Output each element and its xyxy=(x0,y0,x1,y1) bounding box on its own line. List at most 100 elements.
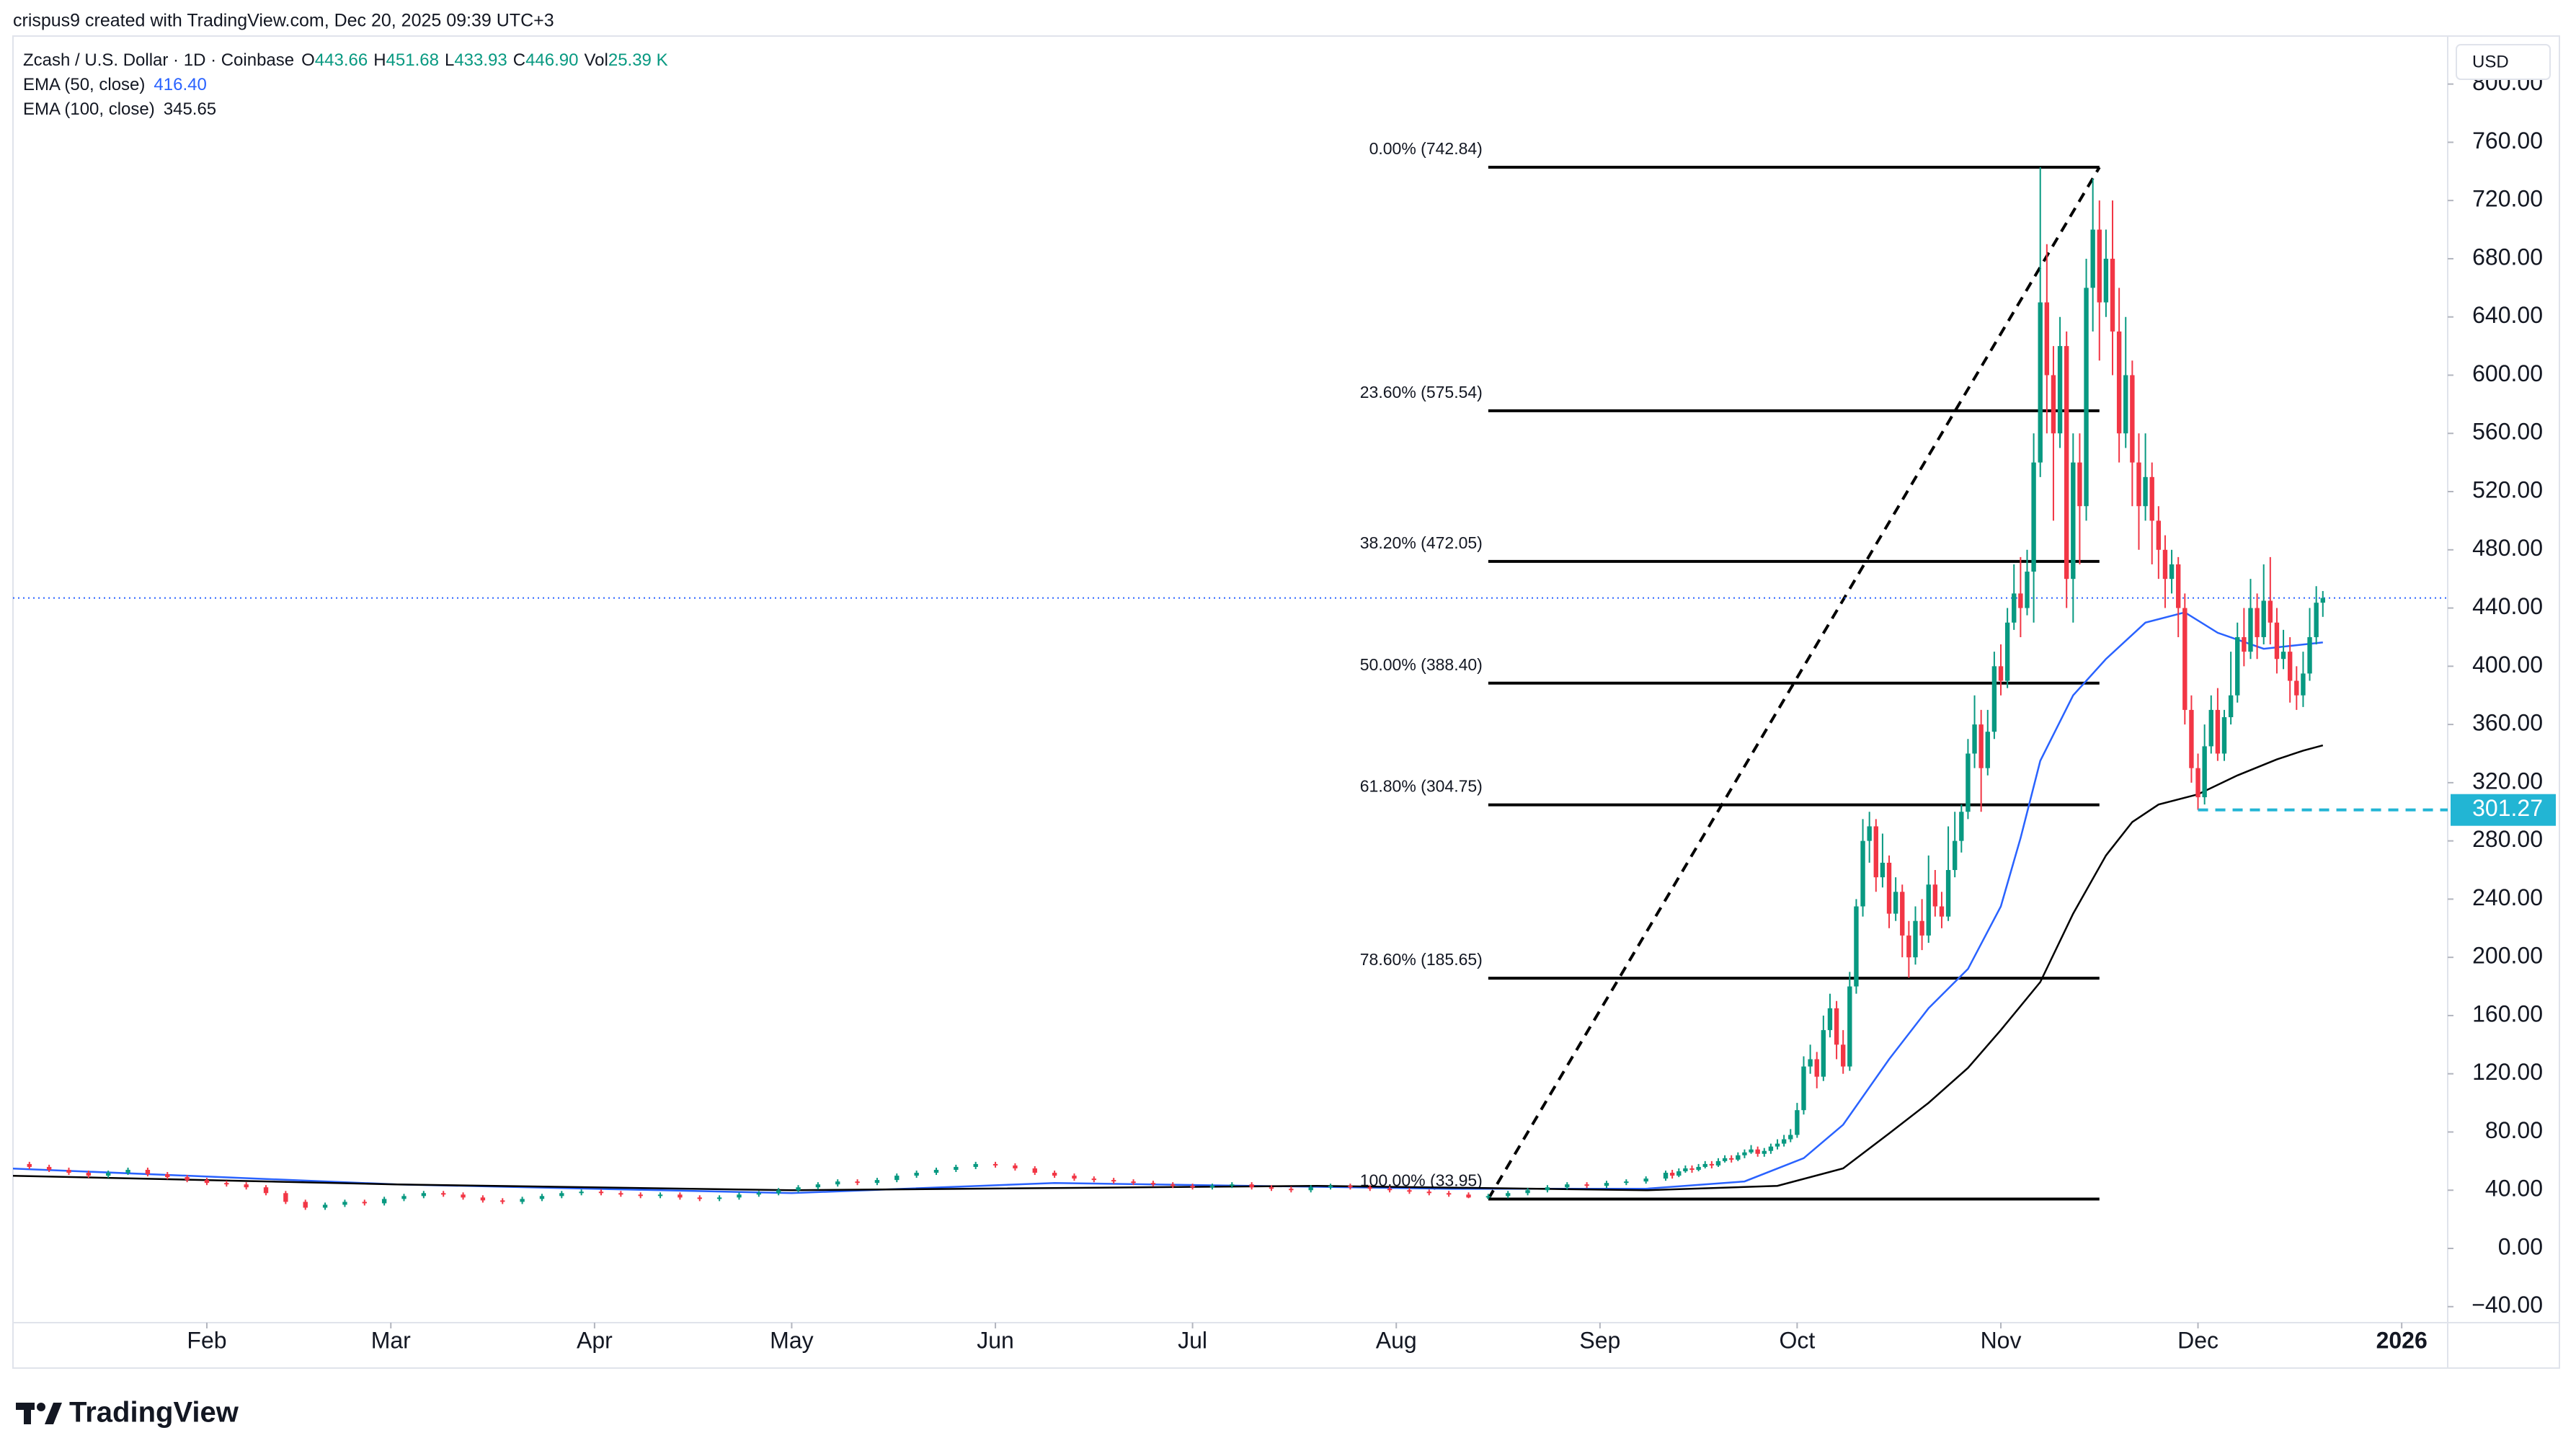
ohlc-value: 451.68 xyxy=(386,50,439,70)
candle-body xyxy=(2182,608,2188,710)
y-tick-label: 480.00 xyxy=(2472,535,2543,561)
candle-body xyxy=(2143,476,2148,507)
candle-body xyxy=(1328,1186,1333,1188)
candle-body xyxy=(579,1191,584,1194)
fib-label: 61.80% (304.75) xyxy=(1360,777,1483,796)
y-tick-label: 440.00 xyxy=(2472,593,2543,619)
candle-body xyxy=(2090,229,2095,288)
candle-body xyxy=(1841,1044,1846,1067)
candle-body xyxy=(1919,920,1924,936)
candle-body xyxy=(1171,1184,1176,1186)
candle-body xyxy=(2175,564,2181,608)
candle-body xyxy=(1749,1149,1754,1153)
candle-body xyxy=(1926,884,1931,936)
x-tick-label: Oct xyxy=(1779,1327,1815,1353)
candle-body xyxy=(756,1193,762,1195)
currency: USD xyxy=(2472,52,2509,71)
symbol: Zcash / U.S. Dollar · 1D · Coinbase xyxy=(23,50,294,70)
candle-body xyxy=(1729,1158,1734,1160)
candle-body xyxy=(954,1166,959,1170)
candle-body xyxy=(1702,1163,1707,1167)
candle-body xyxy=(381,1199,387,1204)
candle-body xyxy=(1683,1168,1688,1171)
candle-body xyxy=(106,1173,111,1176)
candle-body xyxy=(2077,462,2082,507)
candle-body xyxy=(933,1169,939,1173)
candle-body xyxy=(1249,1184,1254,1188)
candle-body xyxy=(1308,1187,1313,1191)
candle-body xyxy=(539,1196,545,1199)
candle-body xyxy=(1755,1149,1760,1154)
candle-body xyxy=(1742,1152,1747,1155)
candle-body xyxy=(2156,520,2162,550)
candle-body xyxy=(1565,1184,1570,1188)
candle-body xyxy=(1367,1187,1372,1189)
candle-body xyxy=(362,1202,367,1204)
ohlc-value: 433.93 xyxy=(454,50,507,70)
y-tick-label: 280.00 xyxy=(2472,826,2543,852)
candle-body xyxy=(2280,652,2286,660)
candle-body xyxy=(1348,1186,1353,1188)
candle-body xyxy=(1506,1193,1511,1197)
logo-slash xyxy=(45,1403,62,1424)
candle-body xyxy=(1893,892,1898,914)
candle-body xyxy=(716,1197,722,1199)
candle-body xyxy=(2208,709,2213,747)
candle-body xyxy=(2235,636,2240,696)
brand-logo xyxy=(16,1403,62,1424)
candle-body xyxy=(992,1163,998,1166)
candle-body xyxy=(1604,1183,1609,1186)
candle-body xyxy=(1998,666,2004,681)
candle-body xyxy=(1860,840,1865,907)
candle-body xyxy=(2130,375,2135,463)
candle-body xyxy=(2004,622,2010,681)
ohlc-value: 446.90 xyxy=(525,50,578,70)
candle-body xyxy=(2064,346,2069,580)
candle-body xyxy=(1696,1166,1701,1170)
candle-body xyxy=(1932,884,1938,907)
candle-body xyxy=(1131,1181,1136,1184)
x-tick-label: Apr xyxy=(577,1327,613,1353)
candle-body xyxy=(27,1163,32,1167)
candle-body xyxy=(1966,753,1971,812)
candle-body xyxy=(165,1174,170,1178)
candle-body xyxy=(1808,1059,1813,1067)
candle-body xyxy=(204,1180,210,1184)
ohlc-label: H xyxy=(373,50,386,70)
candle-body xyxy=(1906,935,1911,958)
candle-body xyxy=(2116,331,2122,434)
candle-body xyxy=(2136,462,2141,507)
y-tick-label: 200.00 xyxy=(2472,943,2543,969)
ohlc-label: L xyxy=(445,50,454,70)
candle-body xyxy=(2012,593,2017,623)
candle-body xyxy=(559,1193,564,1197)
candle-body xyxy=(1953,840,1958,871)
credit: crispus9 created with TradingView.com, D… xyxy=(13,11,554,31)
candle-body xyxy=(1032,1168,1037,1173)
y-tick-label: −40.00 xyxy=(2471,1292,2543,1318)
candle-body xyxy=(1584,1184,1589,1186)
candle-body xyxy=(1052,1173,1057,1176)
candle-body xyxy=(2149,476,2154,521)
candle-body xyxy=(914,1173,919,1176)
x-tick-label: Nov xyxy=(1981,1327,2022,1353)
y-tick-label: 40.00 xyxy=(2485,1176,2543,1202)
candle-body xyxy=(1446,1193,1452,1195)
candle-body xyxy=(1985,732,1990,768)
plot-area: 0.00% (742.84) 23.60% (575.54) 38.20% (472… xyxy=(13,139,2448,1210)
ema-line xyxy=(13,744,2324,1191)
candle-body xyxy=(2038,302,2043,463)
candle-body xyxy=(1827,1008,1833,1031)
candle-body xyxy=(1788,1135,1793,1140)
candle-body xyxy=(1834,1008,1839,1045)
candle-body xyxy=(796,1187,801,1191)
axes: −40.00 0.00 40.00 80.00 120.00 160.00 200.00 24… xyxy=(187,69,2556,1353)
fib-label: 23.60% (575.54) xyxy=(1360,383,1483,401)
candle-body xyxy=(1722,1158,1728,1161)
price-tag xyxy=(2451,794,2556,826)
candle-body xyxy=(125,1169,130,1173)
candle-body xyxy=(2057,346,2063,434)
candle-body xyxy=(638,1194,643,1197)
